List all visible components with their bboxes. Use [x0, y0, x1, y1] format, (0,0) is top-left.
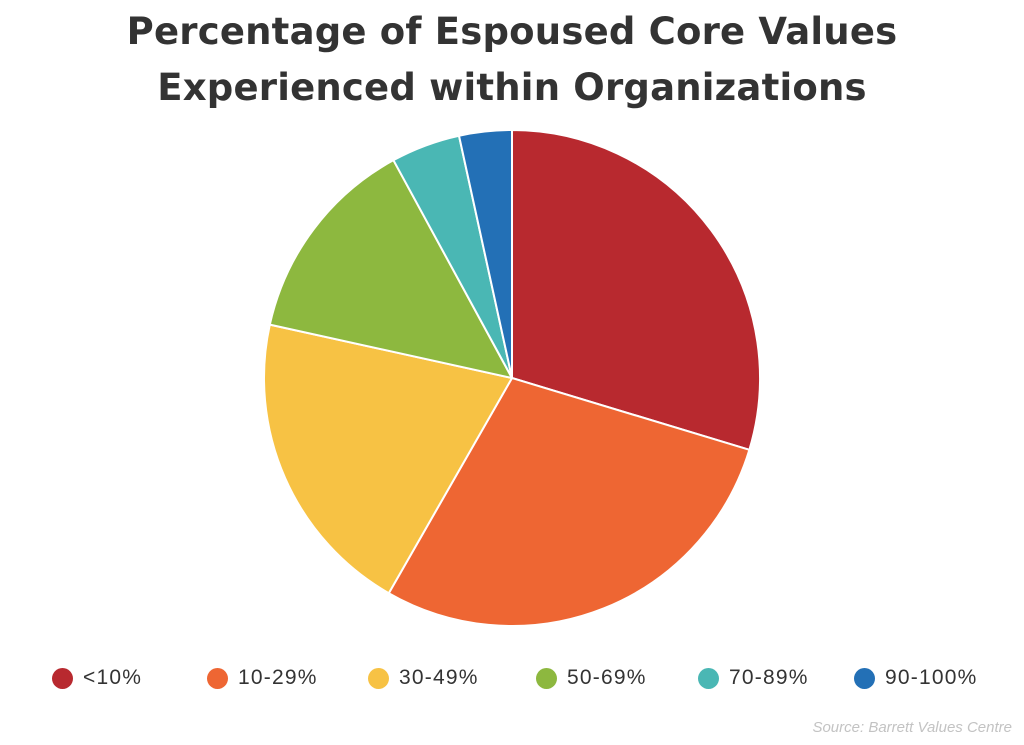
legend-label: 70-89% [729, 666, 809, 689]
legend-label: 10-29% [238, 666, 318, 689]
legend-item-2: 10-29% [207, 662, 318, 694]
chart-title-line-1: Percentage of Espoused Core Values [126, 10, 898, 53]
chart-title: Percentage of Espoused Core Values Exper… [0, 4, 1024, 116]
source-note: Source: Barrett Values Centre [812, 719, 1012, 736]
legend-item-4: 50-69% [536, 662, 647, 694]
legend-label: <10% [83, 666, 143, 689]
legend-item-5: 70-89% [698, 662, 809, 694]
legend-item-3: 30-49% [368, 662, 479, 694]
legend-label: 50-69% [567, 666, 647, 689]
legend-label: 30-49% [399, 666, 479, 689]
pie-slice-2 [387, 377, 751, 627]
legend-swatch [207, 667, 228, 689]
legend-item-6: 90-100% [854, 662, 977, 694]
chart-title-line-2: Experienced within Organizations [157, 66, 867, 109]
chart-legend: <10% 10-29% 30-49% 50-69% 70-89% 90-100% [0, 662, 1024, 694]
legend-swatch [368, 667, 389, 689]
legend-swatch [698, 667, 719, 689]
legend-swatch [536, 667, 557, 689]
legend-swatch [854, 667, 875, 689]
pie-slice-4 [268, 159, 513, 379]
legend-swatch [52, 667, 73, 689]
legend-item-1: <10% [52, 662, 142, 694]
legend-label: 90-100% [885, 666, 978, 689]
pie-slice-6 [458, 129, 513, 379]
pie-slice-3 [263, 323, 513, 595]
pie-slice-1 [511, 129, 761, 451]
